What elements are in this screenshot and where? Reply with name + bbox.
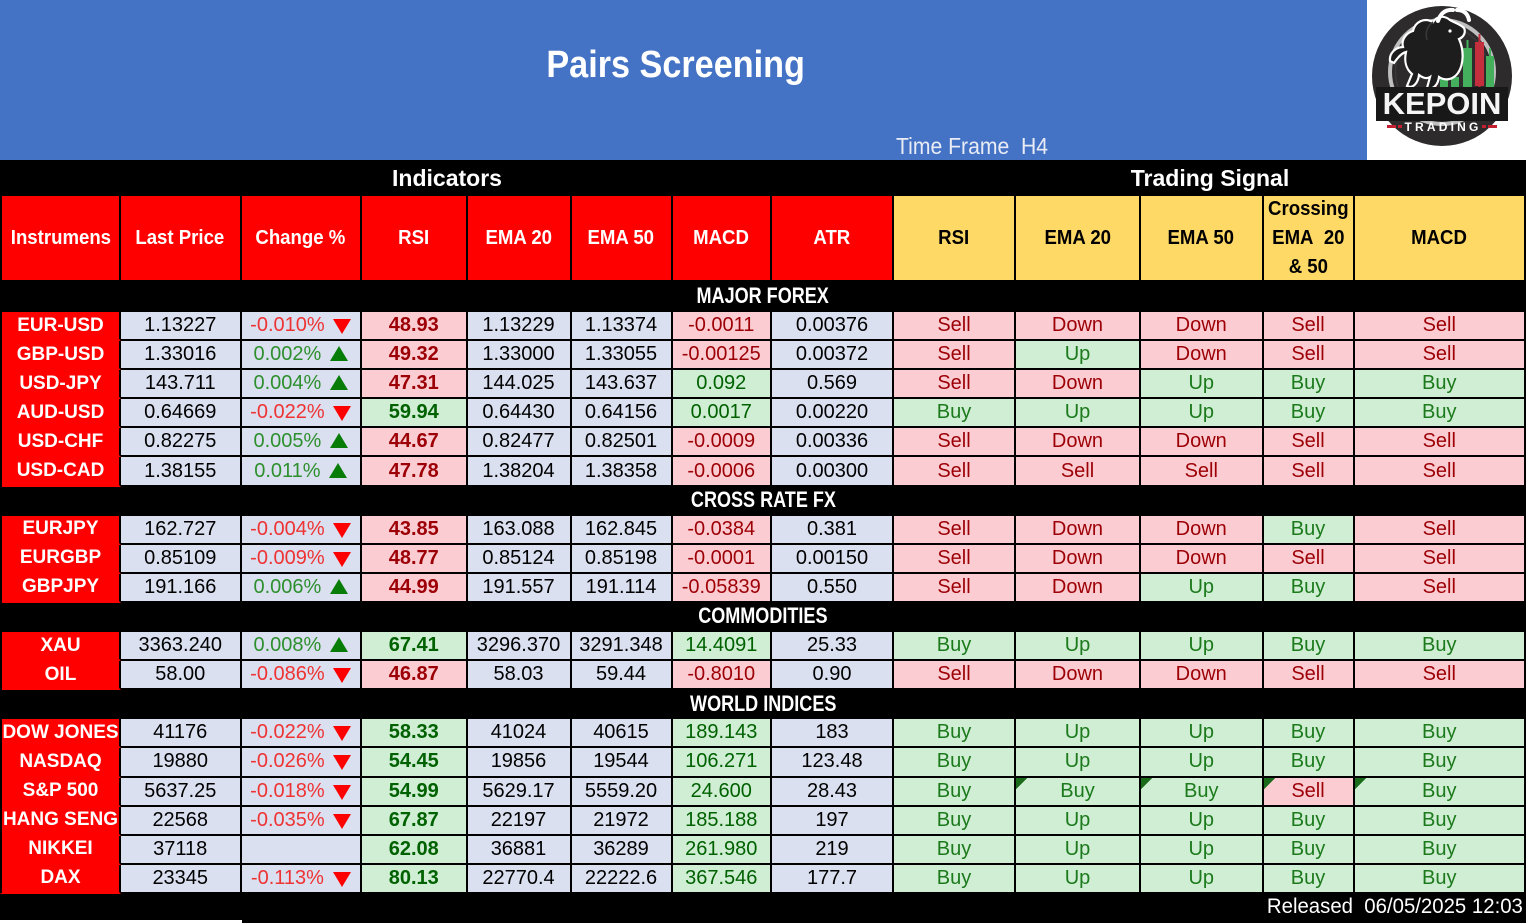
svg-text:KEPOIN: KEPOIN [1383, 86, 1502, 121]
svg-text:TRADING: TRADING [1404, 120, 1481, 134]
